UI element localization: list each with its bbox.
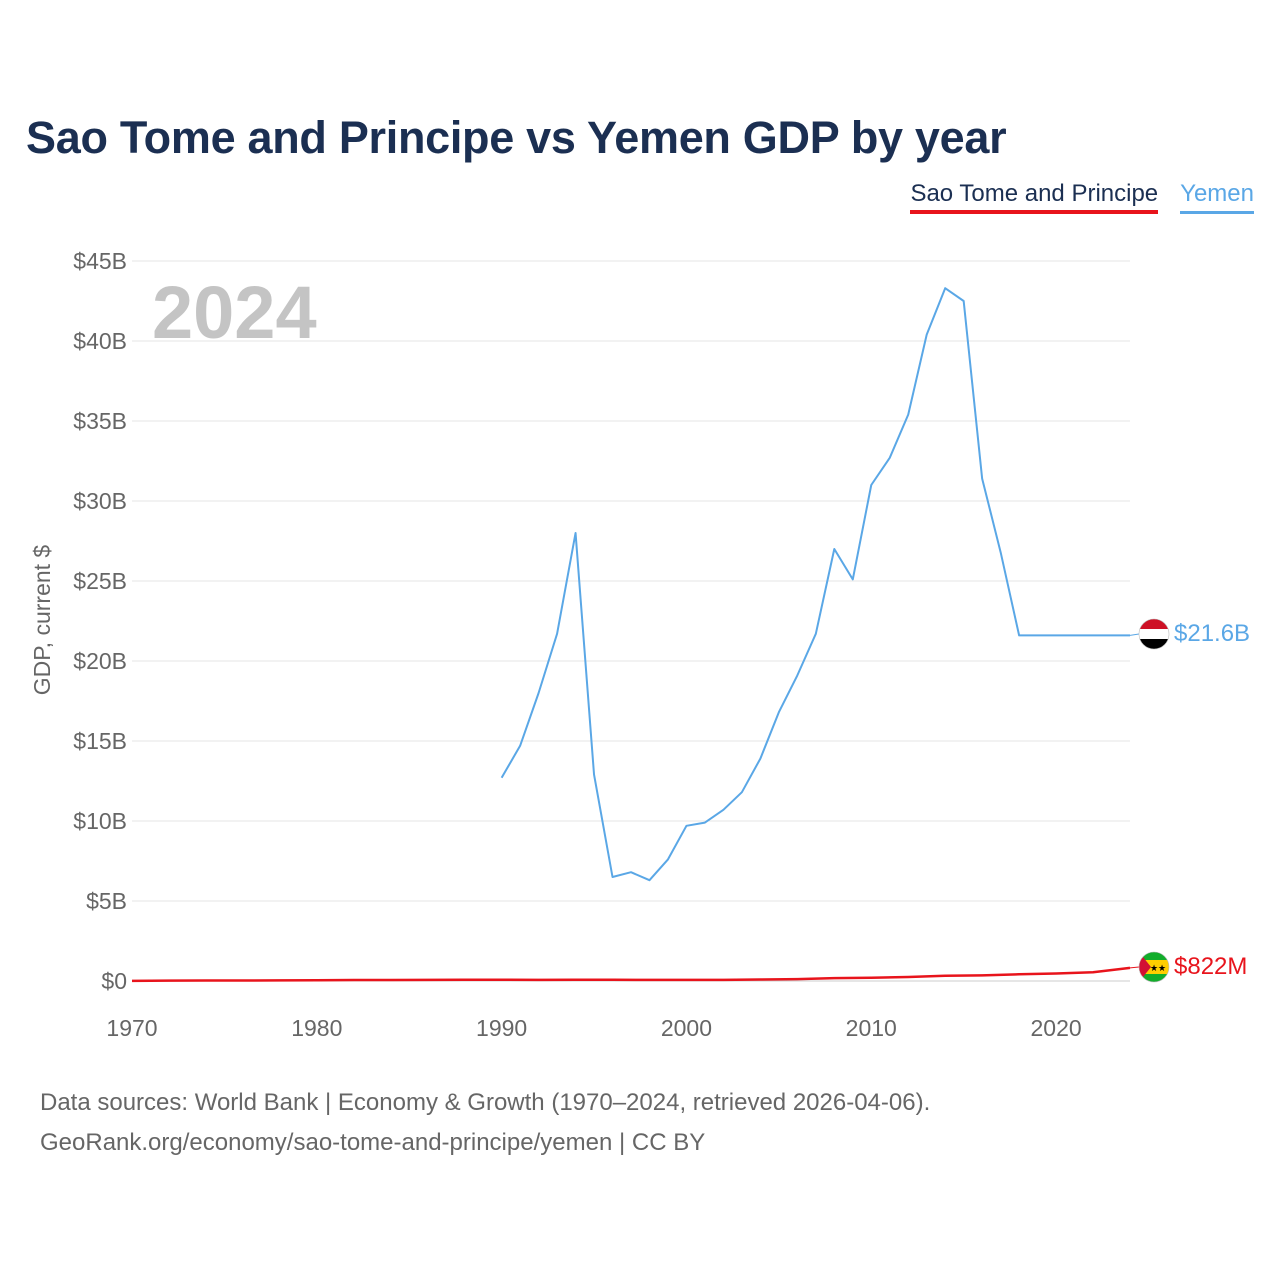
x-tick-label: 1970 [106, 1015, 157, 1041]
data-source-text: Data sources: World Bank | Economy & Gro… [40, 1089, 931, 1116]
y-tick-label: $45B [73, 248, 127, 274]
series-lines [131, 287, 1140, 983]
end-connector [1129, 633, 1140, 636]
legend-item-sao-tome[interactable]: Sao Tome and Principe [910, 180, 1159, 214]
yemen-flag-icon [1138, 618, 1170, 650]
y-tick-label: $10B [73, 808, 127, 834]
x-axis: 1970 1980 1990 2000 2010 2020 [106, 1015, 1081, 1041]
x-tick-label: 1990 [476, 1015, 527, 1041]
yemen-series-line[interactable] [500, 287, 1130, 882]
y-tick-label: $0 [101, 968, 127, 994]
sao-tome-flag-icon: ★★ [1138, 951, 1170, 983]
end-connector [1129, 966, 1140, 969]
legend: Sao Tome and Principe Yemen [910, 180, 1254, 214]
source-link[interactable]: GeoRank.org/economy/sao-tome-and-princip… [40, 1129, 706, 1156]
x-tick-label: 2000 [661, 1015, 712, 1041]
y-tick-label: $35B [73, 408, 127, 434]
y-axis-label: GDP, current $ [29, 545, 55, 696]
x-tick-label: 2020 [1030, 1015, 1081, 1041]
y-tick-label: $40B [73, 328, 127, 354]
x-tick-label: 1980 [291, 1015, 342, 1041]
chart-title: Sao Tome and Principe vs Yemen GDP by ye… [26, 112, 1007, 163]
y-tick-label: $25B [73, 568, 127, 594]
y-tick-label: $30B [73, 488, 127, 514]
yemen-end-label: $21.6B [1174, 620, 1250, 647]
y-tick-label: $20B [73, 648, 127, 674]
legend-item-yemen[interactable]: Yemen [1180, 180, 1254, 214]
line-chart: $0 $5B $10B $15B $20B $25B $30B $35B $40B $45B 19… [29, 248, 1250, 1041]
sao-tome-series-line[interactable] [131, 966, 1131, 983]
x-tick-label: 2010 [846, 1015, 897, 1041]
svg-text:★★: ★★ [1150, 963, 1166, 973]
y-tick-label: $15B [73, 728, 127, 754]
y-axis: $0 $5B $10B $15B $20B $25B $30B $35B $40B $45B [73, 248, 127, 994]
year-label: 2024 [152, 271, 317, 354]
y-tick-label: $5B [86, 888, 127, 914]
sao-tome-end-label: $822M [1174, 953, 1247, 980]
footer: Data sources: World Bank | Economy & Gro… [40, 1083, 930, 1163]
